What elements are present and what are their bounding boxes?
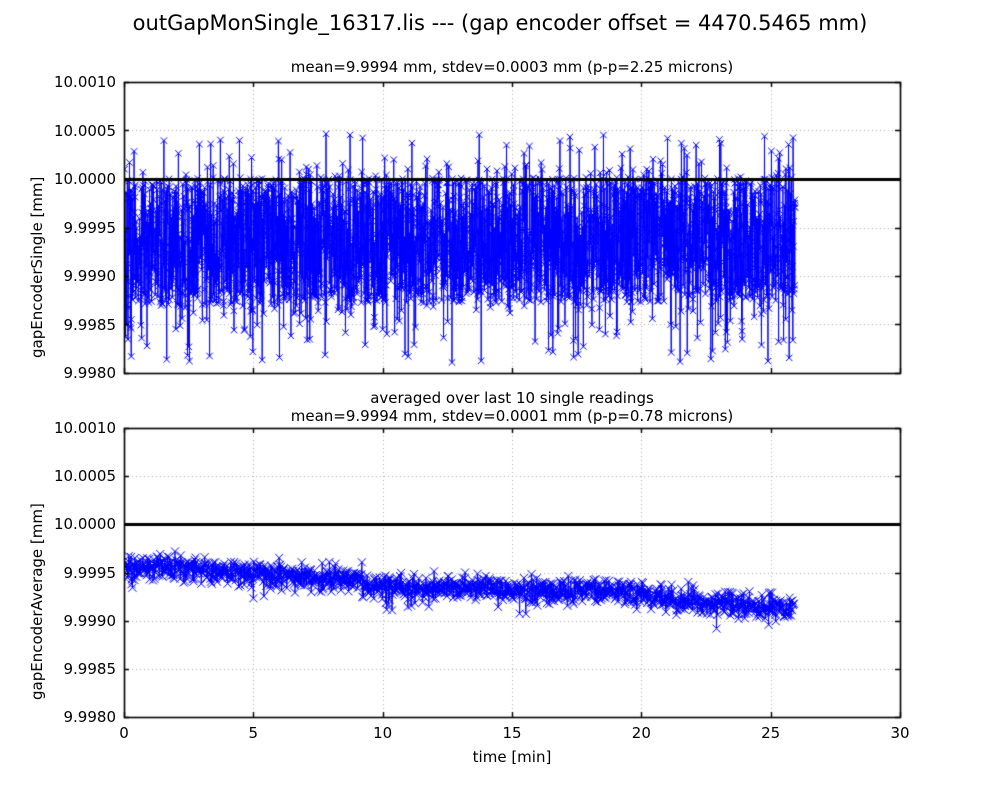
y-tick-label: 10.0005 (53, 467, 116, 486)
y-tick-label: 9.9980 (63, 364, 117, 382)
x-tick-label: 30 (890, 724, 910, 742)
y-tick-label: 9.9995 (63, 218, 117, 237)
y-tick-label: 10.0000 (53, 515, 116, 534)
bottom-subplot-title: averaged over last 10 single readings me… (124, 389, 900, 425)
y-tick-label: 10.0005 (53, 121, 116, 140)
y-tick-label: 9.9985 (63, 315, 117, 334)
y-tick-label: 9.9985 (63, 659, 117, 678)
figure-title: outGapMonSingle_16317.lis --- (gap encod… (132, 11, 868, 35)
x-tick-label: 20 (631, 724, 651, 742)
x-axis-label: time [min] (472, 748, 552, 766)
x-tick-label: 10 (373, 724, 393, 742)
top-subplot-title: mean=9.9994 mm, stdev=0.0003 mm (p-p=2.2… (290, 58, 734, 76)
y-tick-label: 9.9980 (63, 708, 117, 726)
y-tick-label: 10.0000 (53, 170, 116, 188)
x-tick-label: 5 (248, 724, 259, 742)
x-tick-label: 0 (119, 724, 129, 742)
y-tick-label: 9.9990 (63, 611, 117, 630)
y-tick-label: 9.9995 (63, 563, 117, 582)
y-tick-label: 9.9990 (63, 267, 117, 285)
bottom-subplot-title-line2: mean=9.9994 mm, stdev=0.0001 mm (p-p=0.7… (290, 407, 734, 425)
x-tick-label: 25 (761, 724, 781, 742)
bottom-subplot-title-line1: averaged over last 10 single readings (370, 389, 654, 407)
y-tick-label: 10.0010 (53, 73, 116, 91)
x-tick-label: 15 (502, 724, 522, 742)
y-tick-label: 10.0010 (53, 419, 116, 437)
